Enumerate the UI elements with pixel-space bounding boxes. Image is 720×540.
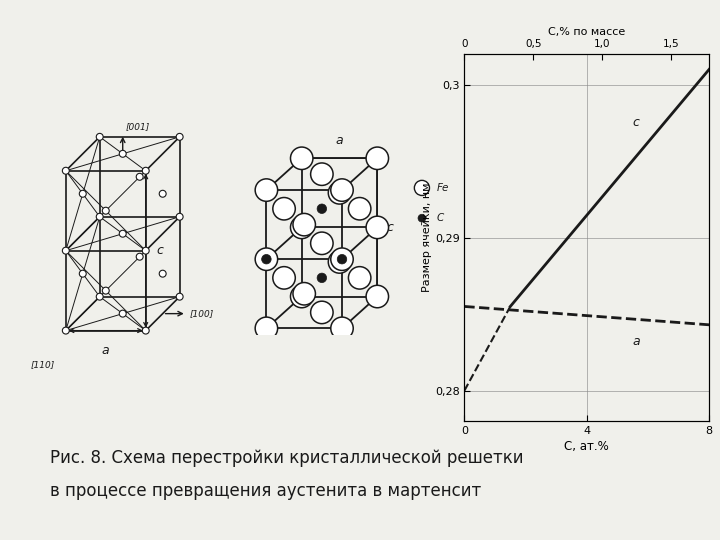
Circle shape <box>273 198 295 220</box>
Circle shape <box>328 251 351 273</box>
Circle shape <box>120 310 126 317</box>
Text: c: c <box>386 221 393 234</box>
Circle shape <box>255 248 278 271</box>
Circle shape <box>366 216 389 239</box>
Text: a: a <box>633 335 640 348</box>
Circle shape <box>348 267 371 289</box>
Circle shape <box>293 213 315 236</box>
Text: c: c <box>156 244 163 257</box>
Circle shape <box>348 198 371 220</box>
Circle shape <box>261 254 271 264</box>
Circle shape <box>366 147 389 170</box>
Circle shape <box>79 270 86 277</box>
X-axis label: C, ат.%: C, ат.% <box>564 440 609 453</box>
Text: o: o <box>103 206 108 215</box>
Circle shape <box>143 247 149 254</box>
Text: [100]: [100] <box>189 309 214 318</box>
Text: в процессе превращения аустенита в мартенсит: в процессе превращения аустенита в марте… <box>50 482 482 500</box>
Circle shape <box>96 133 103 140</box>
Circle shape <box>337 254 347 264</box>
Circle shape <box>96 293 103 300</box>
Circle shape <box>63 247 69 254</box>
Text: a: a <box>336 134 343 147</box>
Circle shape <box>176 133 183 140</box>
Text: c: c <box>633 116 639 130</box>
Circle shape <box>310 163 333 185</box>
Text: Рис. 8. Схема перестройки кристаллической решетки: Рис. 8. Схема перестройки кристаллическо… <box>50 449 524 467</box>
Circle shape <box>79 190 86 197</box>
Circle shape <box>415 180 429 195</box>
Text: Fe: Fe <box>437 183 449 193</box>
Circle shape <box>176 293 183 300</box>
Circle shape <box>159 270 166 277</box>
Circle shape <box>293 282 315 305</box>
Circle shape <box>63 327 69 334</box>
Text: C: C <box>437 213 444 223</box>
Circle shape <box>317 204 327 213</box>
Circle shape <box>273 267 295 289</box>
Circle shape <box>255 179 278 201</box>
Circle shape <box>63 167 69 174</box>
Circle shape <box>328 181 351 204</box>
X-axis label: С,% по массе: С,% по массе <box>548 27 626 37</box>
Circle shape <box>120 230 126 237</box>
Y-axis label: Размер ячейки, нм: Размер ячейки, нм <box>422 183 432 292</box>
Circle shape <box>255 317 278 340</box>
Circle shape <box>310 301 333 323</box>
Circle shape <box>330 317 354 340</box>
Text: o: o <box>103 286 108 295</box>
Circle shape <box>176 213 183 220</box>
Circle shape <box>136 253 143 260</box>
Text: o: o <box>137 252 143 261</box>
Text: o: o <box>160 189 166 198</box>
Circle shape <box>330 248 354 271</box>
Circle shape <box>143 167 149 174</box>
Circle shape <box>136 173 143 180</box>
Circle shape <box>290 147 313 170</box>
Circle shape <box>102 287 109 294</box>
Text: o: o <box>80 269 86 278</box>
Circle shape <box>330 179 354 201</box>
Circle shape <box>310 232 333 254</box>
Circle shape <box>290 216 313 239</box>
Circle shape <box>96 213 103 220</box>
Circle shape <box>159 190 166 197</box>
Text: [110]: [110] <box>31 360 55 369</box>
Circle shape <box>317 273 327 282</box>
Circle shape <box>290 285 313 308</box>
Text: a: a <box>102 344 109 357</box>
Text: [001]: [001] <box>125 122 150 131</box>
Circle shape <box>418 214 426 222</box>
Circle shape <box>102 207 109 214</box>
Circle shape <box>366 285 389 308</box>
Circle shape <box>120 150 126 157</box>
Circle shape <box>143 327 149 334</box>
